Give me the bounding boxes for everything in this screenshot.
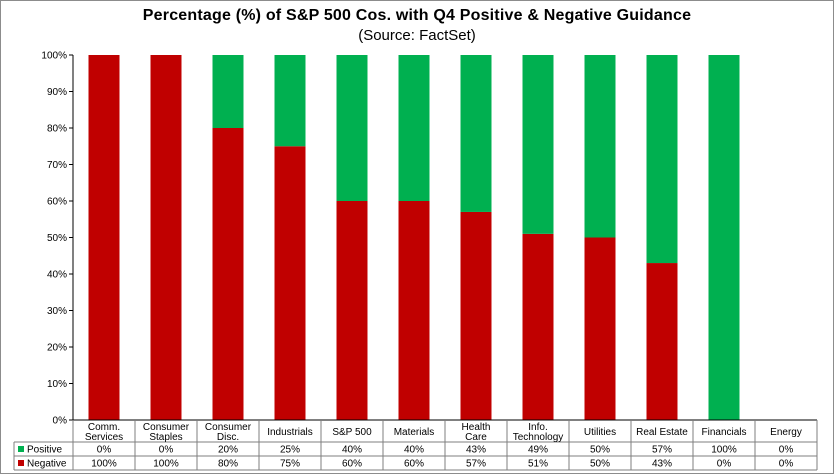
bar-negative (88, 55, 120, 420)
bar-negative (646, 263, 678, 420)
x-category-label: Financials (701, 427, 746, 438)
y-tick-label: 50% (47, 233, 67, 244)
data-label-positive: 57% (652, 445, 672, 456)
bar-negative (398, 201, 430, 420)
data-label-negative: 100% (91, 459, 117, 470)
data-label-negative: 0% (779, 459, 794, 470)
data-label-negative: 75% (280, 459, 300, 470)
x-category-label: Care (465, 432, 487, 443)
data-label-positive: 0% (97, 445, 112, 456)
x-category-label: Health (462, 422, 491, 433)
x-category-label: Industrials (267, 427, 313, 438)
y-tick-label: 40% (47, 270, 67, 281)
data-label-positive: 43% (466, 445, 486, 456)
data-label-positive: 50% (590, 445, 610, 456)
data-label-positive: 0% (159, 445, 174, 456)
chart-title: Percentage (%) of S&P 500 Cos. with Q4 P… (142, 7, 692, 24)
bar-positive (584, 55, 616, 238)
legend-swatch-negative (18, 460, 24, 466)
bar-positive (212, 55, 244, 128)
chart-subtitle: (Source: FactSet) (358, 27, 476, 44)
bar-negative (522, 233, 554, 420)
x-category-label: Info. (528, 422, 547, 433)
data-label-positive: 49% (528, 445, 548, 456)
bar-positive (460, 55, 492, 212)
x-category-label: Disc. (217, 432, 239, 443)
data-label-positive: 40% (342, 445, 362, 456)
y-tick-label: 0% (53, 416, 68, 427)
data-label-positive: 25% (280, 445, 300, 456)
x-category-label: Energy (770, 427, 802, 438)
data-label-negative: 50% (590, 459, 610, 470)
bar-positive (522, 55, 554, 234)
x-category-label: Staples (149, 432, 182, 443)
x-category-label: Services (85, 432, 123, 443)
y-tick-label: 80% (47, 124, 67, 135)
x-category-label: Consumer (143, 422, 190, 433)
data-label-negative: 60% (404, 459, 424, 470)
x-category-label: Real Estate (636, 427, 688, 438)
y-tick-label: 60% (47, 197, 67, 208)
data-label-negative: 100% (153, 459, 179, 470)
bar-positive (646, 55, 678, 264)
bar-negative (460, 211, 492, 420)
data-label-positive: 0% (779, 445, 794, 456)
x-category-label: Comm. (88, 422, 120, 433)
data-label-positive: 40% (404, 445, 424, 456)
bar-negative (584, 237, 616, 420)
bar-positive (708, 55, 740, 420)
x-category-label: S&P 500 (332, 427, 372, 438)
bar-negative (212, 128, 244, 420)
x-category-label: Technology (513, 432, 564, 443)
x-category-label: Utilities (584, 427, 616, 438)
legend-label-positive: Positive (27, 445, 62, 456)
data-label-negative: 80% (218, 459, 238, 470)
data-label-positive: 20% (218, 445, 238, 456)
y-tick-label: 70% (47, 160, 67, 171)
bar-positive (398, 55, 430, 201)
legend-swatch-positive (18, 446, 24, 452)
y-tick-label: 30% (47, 306, 67, 317)
y-tick-label: 100% (41, 51, 67, 62)
y-tick-label: 90% (47, 87, 67, 98)
data-label-negative: 0% (717, 459, 732, 470)
bar-positive (336, 55, 368, 201)
bar-negative (274, 146, 306, 420)
y-tick-label: 10% (47, 379, 67, 390)
data-label-negative: 43% (652, 459, 672, 470)
bar-positive (274, 55, 306, 147)
y-tick-label: 20% (47, 343, 67, 354)
data-label-negative: 57% (466, 459, 486, 470)
data-label-negative: 60% (342, 459, 362, 470)
data-label-negative: 51% (528, 459, 548, 470)
bar-negative (150, 55, 182, 420)
bar-negative (336, 201, 368, 420)
legend-label-negative: Negative (27, 459, 67, 470)
x-category-label: Materials (394, 427, 435, 438)
data-label-positive: 100% (711, 445, 737, 456)
x-category-label: Consumer (205, 422, 252, 433)
